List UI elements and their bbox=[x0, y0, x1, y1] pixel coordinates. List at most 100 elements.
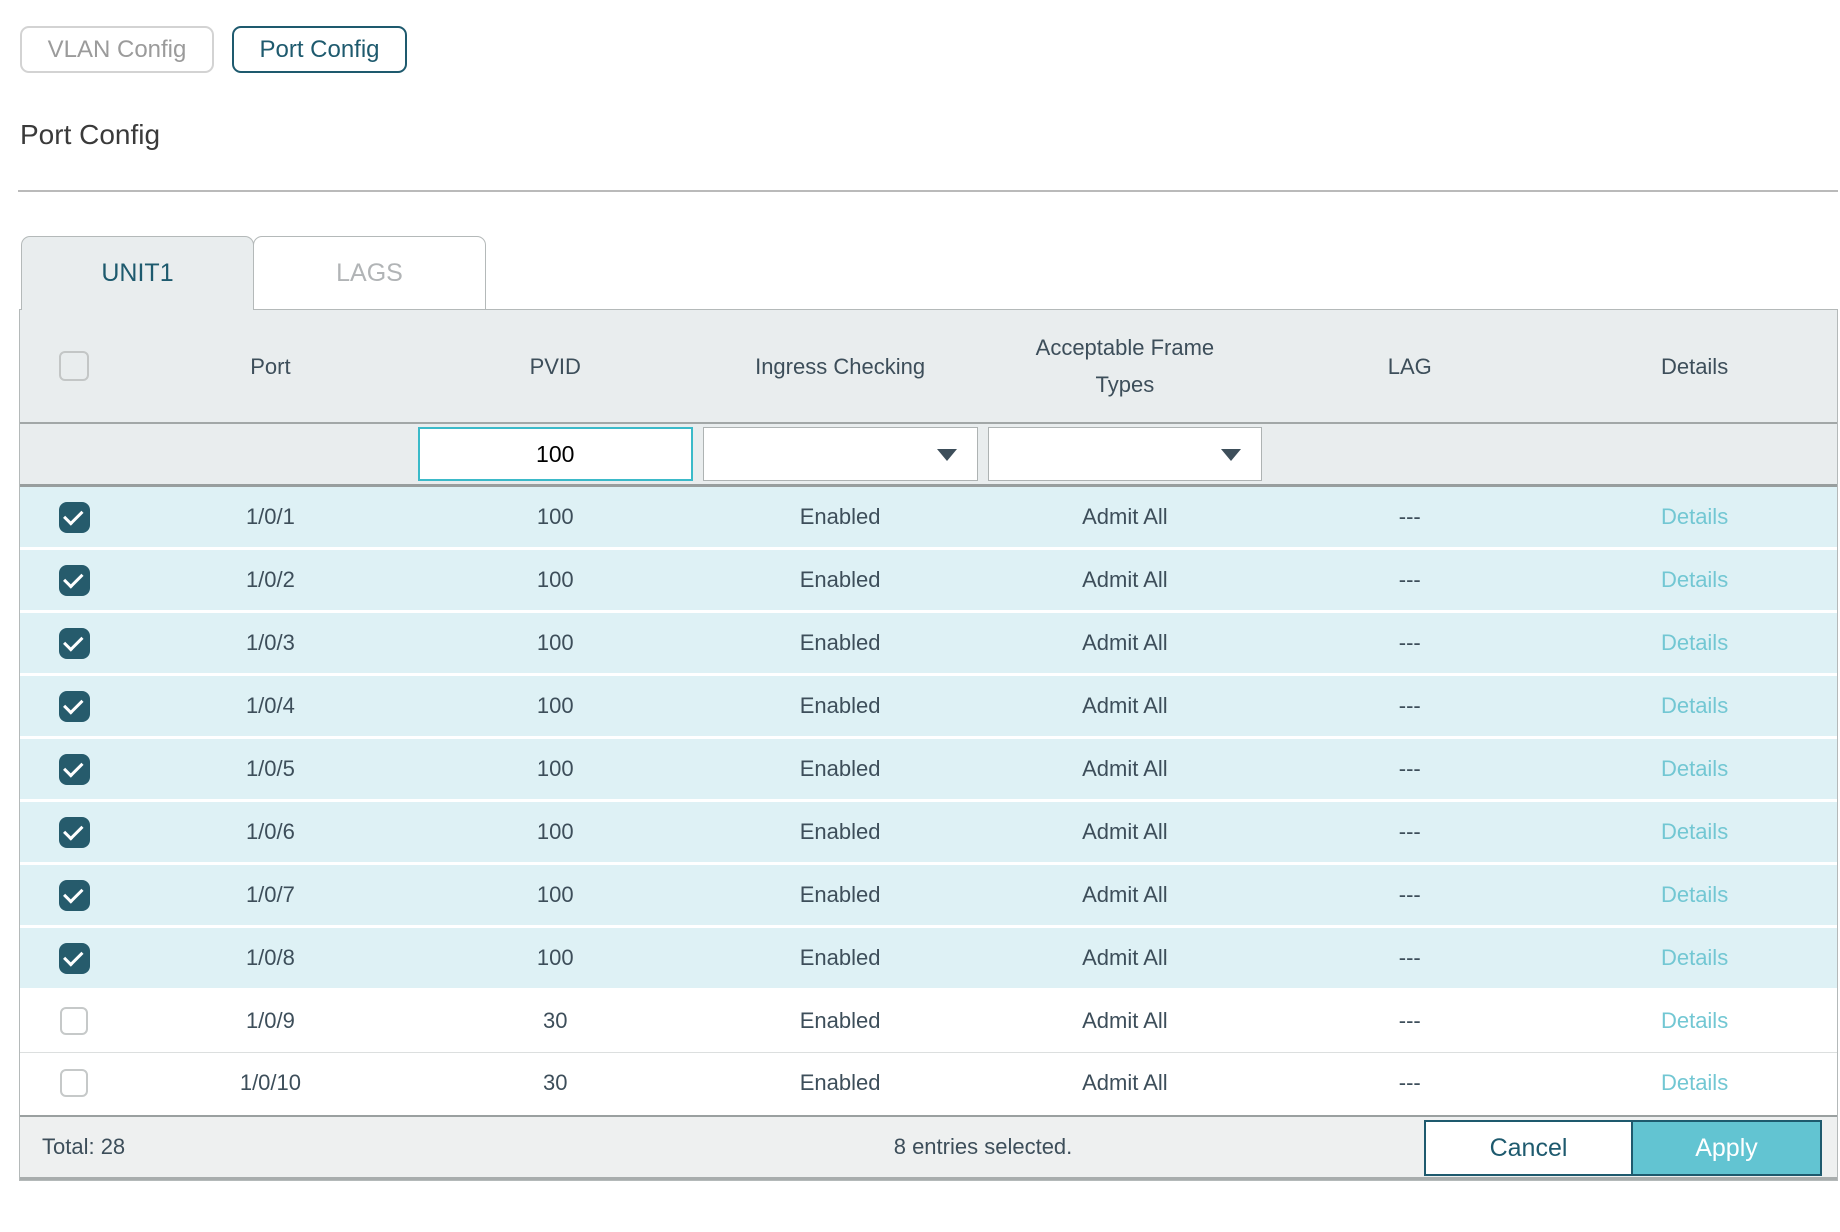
frame-types-cell: Admit All bbox=[1082, 630, 1168, 655]
details-link[interactable]: Details bbox=[1660, 1008, 1729, 1033]
frame-types-cell: Admit All bbox=[1082, 504, 1168, 529]
ingress-checking-select[interactable] bbox=[702, 427, 978, 481]
details-link[interactable]: Details bbox=[1660, 1069, 1729, 1095]
ingress-checking-cell: Enabled bbox=[799, 756, 881, 781]
lag-cell: --- bbox=[1398, 1069, 1421, 1095]
pvid-cell: 100 bbox=[536, 630, 574, 655]
port-cell: 1/0/8 bbox=[245, 945, 295, 970]
ingress-checking-cell: Enabled bbox=[799, 1008, 881, 1033]
lag-cell: --- bbox=[1398, 630, 1421, 655]
table-row: 1/0/10 30 Enabled Admit All --- Details bbox=[20, 1052, 1837, 1112]
row-checkbox[interactable] bbox=[58, 879, 90, 911]
pvid-cell: 100 bbox=[536, 945, 574, 970]
header-cell-port: Port bbox=[250, 353, 291, 379]
lag-cell: --- bbox=[1398, 756, 1421, 781]
ingress-checking-cell: Enabled bbox=[799, 882, 881, 907]
lag-cell: --- bbox=[1398, 945, 1421, 970]
chevron-down-icon bbox=[1221, 449, 1242, 461]
row-checkbox[interactable] bbox=[58, 816, 90, 848]
table-row: 1/0/7 100 Enabled Admit All --- Details bbox=[20, 865, 1837, 925]
frame-types-cell: Admit All bbox=[1082, 1069, 1168, 1095]
header-cell-pvid: PVID bbox=[529, 353, 581, 379]
table-row: 1/0/3 100 Enabled Admit All --- Details bbox=[20, 613, 1837, 673]
pvid-cell: 100 bbox=[536, 819, 574, 844]
pvid-cell: 100 bbox=[536, 756, 574, 781]
tab-unit1[interactable]: UNIT1 bbox=[21, 236, 254, 310]
details-link[interactable]: Details bbox=[1660, 630, 1729, 655]
details-link[interactable]: Details bbox=[1660, 819, 1729, 844]
details-link[interactable]: Details bbox=[1660, 567, 1729, 592]
ingress-checking-cell: Enabled bbox=[799, 630, 881, 655]
selected-entries-label: 8 entries selected. bbox=[893, 1134, 1073, 1159]
table-row: 1/0/9 30 Enabled Admit All --- Details bbox=[20, 991, 1837, 1051]
frame-types-cell: Admit All bbox=[1082, 567, 1168, 592]
view-switcher: VLAN Config Port Config bbox=[20, 26, 1840, 73]
unit-tabs: UNIT1 LAGS bbox=[21, 236, 1840, 310]
port-cell: 1/0/2 bbox=[245, 567, 295, 592]
page-title: Port Config bbox=[20, 119, 161, 150]
pvid-input[interactable] bbox=[417, 427, 693, 481]
frame-types-cell: Admit All bbox=[1082, 882, 1168, 907]
cancel-button[interactable]: Cancel bbox=[1426, 1122, 1631, 1174]
lag-cell: --- bbox=[1398, 819, 1421, 844]
frame-types-cell: Admit All bbox=[1082, 693, 1168, 718]
pvid-cell: 100 bbox=[536, 504, 574, 529]
details-link[interactable]: Details bbox=[1660, 693, 1729, 718]
details-link[interactable]: Details bbox=[1660, 882, 1729, 907]
header-cell-ingress-checking: Ingress Checking bbox=[755, 353, 926, 379]
lag-cell: --- bbox=[1398, 1008, 1421, 1033]
port-cell: 1/0/6 bbox=[245, 819, 295, 844]
acceptable-frame-types-select[interactable] bbox=[987, 427, 1263, 481]
port-cell: 1/0/1 bbox=[245, 504, 295, 529]
select-all-checkbox[interactable] bbox=[59, 351, 89, 381]
ingress-checking-cell: Enabled bbox=[799, 1069, 881, 1095]
row-checkbox[interactable] bbox=[60, 1068, 88, 1097]
header-cell-details: Details bbox=[1660, 353, 1729, 379]
row-checkbox[interactable] bbox=[60, 1007, 88, 1035]
table-row: 1/0/5 100 Enabled Admit All --- Details bbox=[20, 739, 1837, 799]
lag-cell: --- bbox=[1398, 882, 1421, 907]
port-config-button[interactable]: Port Config bbox=[232, 26, 407, 73]
port-config-table: Port PVID Ingress Checking Acceptable Fr… bbox=[19, 309, 1838, 1181]
apply-button[interactable]: Apply bbox=[1631, 1122, 1820, 1174]
row-checkbox[interactable] bbox=[58, 564, 90, 596]
table-rows: 1/0/1 100 Enabled Admit All --- Details … bbox=[20, 487, 1837, 1112]
table-header-row: Port PVID Ingress Checking Acceptable Fr… bbox=[20, 310, 1837, 424]
row-checkbox[interactable] bbox=[58, 753, 90, 785]
vlan-config-button[interactable]: VLAN Config bbox=[20, 26, 214, 73]
table-row: 1/0/6 100 Enabled Admit All --- Details bbox=[20, 802, 1837, 862]
port-cell: 1/0/10 bbox=[239, 1069, 301, 1095]
port-cell: 1/0/9 bbox=[245, 1008, 295, 1033]
ingress-checking-cell: Enabled bbox=[799, 567, 881, 592]
bulk-edit-row bbox=[20, 424, 1837, 487]
table-row: 1/0/2 100 Enabled Admit All --- Details bbox=[20, 550, 1837, 610]
lag-cell: --- bbox=[1398, 504, 1421, 529]
table-row: 1/0/8 100 Enabled Admit All --- Details bbox=[20, 928, 1837, 988]
row-checkbox[interactable] bbox=[58, 690, 90, 722]
table-footer: Total: 28 8 entries selected. Cancel App… bbox=[20, 1115, 1837, 1180]
chevron-down-icon bbox=[936, 449, 957, 461]
port-cell: 1/0/3 bbox=[245, 630, 295, 655]
frame-types-cell: Admit All bbox=[1082, 945, 1168, 970]
row-checkbox[interactable] bbox=[58, 942, 90, 974]
port-cell: 1/0/4 bbox=[245, 693, 295, 718]
ingress-checking-cell: Enabled bbox=[799, 945, 881, 970]
details-link[interactable]: Details bbox=[1660, 504, 1729, 529]
table-row: 1/0/1 100 Enabled Admit All --- Details bbox=[20, 487, 1837, 547]
header-cell-lag: LAG bbox=[1387, 353, 1432, 379]
pvid-cell: 30 bbox=[543, 1008, 568, 1033]
table-row: 1/0/4 100 Enabled Admit All --- Details bbox=[20, 676, 1837, 736]
row-checkbox[interactable] bbox=[58, 627, 90, 659]
tab-lags[interactable]: LAGS bbox=[253, 236, 486, 310]
ingress-checking-cell: Enabled bbox=[799, 693, 881, 718]
row-checkbox[interactable] bbox=[58, 501, 90, 533]
details-link[interactable]: Details bbox=[1660, 756, 1729, 781]
details-link[interactable]: Details bbox=[1660, 945, 1729, 970]
ingress-checking-cell: Enabled bbox=[799, 504, 881, 529]
heading-divider bbox=[18, 190, 1838, 192]
port-cell: 1/0/5 bbox=[245, 756, 295, 781]
port-cell: 1/0/7 bbox=[245, 882, 295, 907]
frame-types-cell: Admit All bbox=[1082, 756, 1168, 781]
pvid-cell: 100 bbox=[536, 567, 574, 592]
header-cell-checkbox bbox=[20, 351, 128, 381]
